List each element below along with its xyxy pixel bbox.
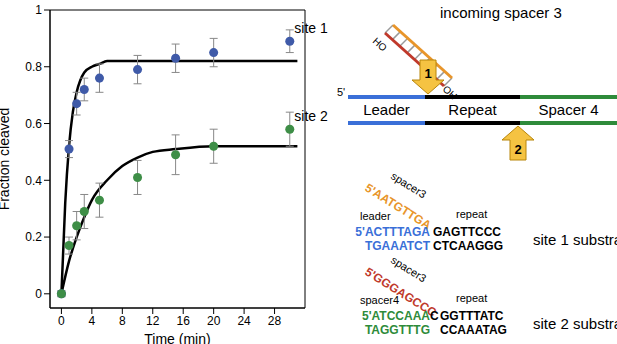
svg-text:12: 12	[146, 314, 160, 328]
svg-text:site 2: site 2	[294, 108, 328, 124]
svg-text:Time (min): Time (min)	[144, 331, 210, 344]
svg-text:5': 5'	[337, 86, 345, 98]
svg-text:leader: leader	[360, 210, 391, 222]
svg-text:0.2: 0.2	[25, 230, 42, 244]
svg-text:28: 28	[268, 314, 282, 328]
svg-text:repeat: repeat	[456, 292, 487, 304]
svg-text:Repeat: Repeat	[448, 101, 497, 118]
svg-text:GGTTTATC: GGTTTATC	[440, 309, 504, 323]
svg-text:spacer4: spacer4	[360, 294, 399, 306]
svg-text:site 1 substrate: site 1 substrate	[533, 231, 617, 248]
svg-text:0: 0	[35, 287, 42, 301]
svg-text:CTCAAGGG: CTCAAGGG	[433, 239, 503, 253]
svg-text:0.6: 0.6	[25, 117, 42, 131]
svg-text:8: 8	[119, 314, 126, 328]
svg-text:GAGTTCCC: GAGTTCCC	[433, 225, 501, 239]
svg-text:C: C	[430, 309, 439, 323]
svg-text:TAGGTTTG: TAGGTTTG	[365, 323, 430, 337]
svg-text:site 2 substrate: site 2 substrate	[533, 315, 617, 332]
svg-text:repeat: repeat	[456, 208, 487, 220]
svg-text:0.8: 0.8	[25, 60, 42, 74]
svg-text:Fraction cleaved: Fraction cleaved	[0, 108, 12, 211]
svg-text:1: 1	[35, 3, 42, 17]
svg-text:5'ACTTTAGA: 5'ACTTTAGA	[355, 225, 430, 239]
svg-text:0.4: 0.4	[25, 174, 42, 188]
svg-text:spacer3: spacer3	[389, 254, 429, 285]
svg-text:incoming spacer 3: incoming spacer 3	[440, 4, 562, 21]
svg-text:4: 4	[89, 314, 96, 328]
svg-text:site 1: site 1	[294, 20, 328, 36]
svg-text:Spacer 4: Spacer 4	[538, 101, 598, 118]
svg-text:5'ATCCAAA: 5'ATCCAAA	[362, 309, 430, 323]
svg-text:spacer3: spacer3	[389, 170, 429, 201]
svg-text:20: 20	[207, 314, 221, 328]
svg-text:2: 2	[514, 142, 521, 157]
svg-text:1: 1	[424, 66, 431, 81]
svg-text:24: 24	[237, 314, 251, 328]
svg-text:CCAAATAG: CCAAATAG	[440, 323, 507, 337]
svg-text:0: 0	[58, 314, 65, 328]
svg-text:HO: HO	[371, 35, 390, 53]
svg-text:16: 16	[177, 314, 191, 328]
svg-text:Leader: Leader	[363, 101, 410, 118]
svg-text:TGAAATCT: TGAAATCT	[365, 239, 431, 253]
